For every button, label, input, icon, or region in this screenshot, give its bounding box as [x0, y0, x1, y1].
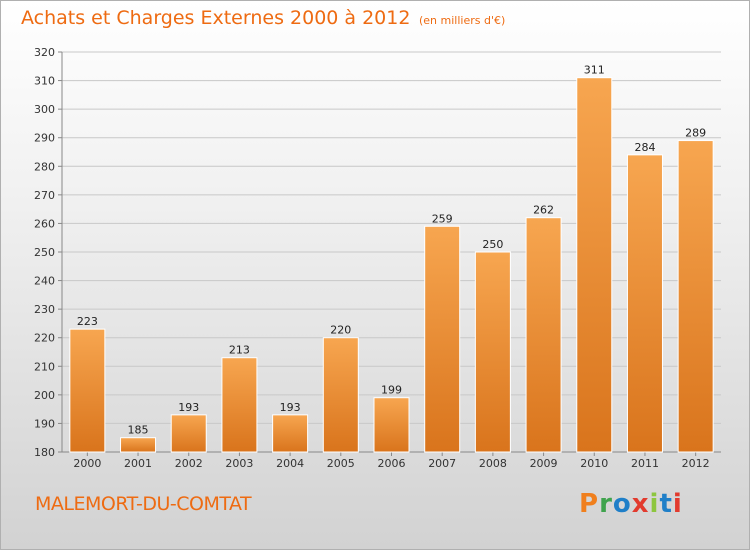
x-tick-label: 2000: [73, 457, 101, 470]
proxiti-logo[interactable]: Proxiti: [579, 489, 683, 519]
labels: 180 190 200 210 220 230 240 250 260 270 280 290 300 3…: [34, 46, 710, 470]
y-tick-label: 210: [34, 360, 55, 373]
x-tick-label: 2007: [428, 457, 456, 470]
bar-2003: [221, 357, 258, 453]
x-tick-label: 2010: [580, 457, 608, 470]
value-label: 311: [584, 64, 605, 77]
value-label: 223: [77, 315, 98, 328]
y-tick-label: 270: [34, 189, 55, 202]
logo-letter: i: [672, 489, 683, 519]
value-label: 262: [533, 204, 554, 217]
logo-letter: i: [649, 489, 660, 519]
x-tick-label: 2009: [530, 457, 558, 470]
bar-2002: [170, 414, 207, 453]
x-tick-label: 2002: [175, 457, 203, 470]
x-tick-label: 2006: [378, 457, 406, 470]
bar-2004: [272, 414, 309, 453]
x-tick-label: 2004: [276, 457, 304, 470]
y-tick-label: 260: [34, 217, 55, 230]
logo-letter: o: [612, 489, 632, 519]
bar-2012: [677, 140, 714, 453]
bar-2000: [69, 328, 106, 453]
chart-title: Achats et Charges Externes 2000 à 2012: [21, 7, 411, 29]
y-tick-label: 310: [34, 75, 55, 88]
bar-2001: [120, 437, 157, 453]
y-tick-label: 300: [34, 103, 55, 116]
bar-2007: [424, 225, 461, 453]
value-label: 193: [280, 401, 301, 414]
y-tick-label: 230: [34, 303, 55, 316]
y-tick-label: 320: [34, 46, 55, 59]
y-tick-label: 250: [34, 246, 55, 259]
value-label: 259: [432, 212, 453, 225]
bar-2008: [474, 251, 511, 453]
y-tick-label: 290: [34, 132, 55, 145]
value-label: 220: [330, 324, 351, 337]
y-tick-label: 200: [34, 389, 55, 402]
logo-letter: t: [659, 489, 673, 519]
bar-2011: [626, 154, 663, 453]
location-name: MALEMORT-DU-COMTAT: [35, 493, 252, 515]
y-tick-label: 190: [34, 417, 55, 430]
bar-2006: [373, 397, 410, 453]
logo-letter: P: [579, 489, 600, 519]
y-tick-label: 180: [34, 446, 55, 459]
value-label: 284: [634, 141, 655, 154]
x-tick-label: 2008: [479, 457, 507, 470]
x-tick-label: 2012: [682, 457, 710, 470]
value-label: 185: [128, 424, 149, 437]
bar-chart: 180 190 200 210 220 230 240 250 260 270 280 290 300 3…: [34, 46, 721, 470]
y-tick-label: 220: [34, 332, 55, 345]
value-label: 289: [685, 127, 706, 140]
chart-subtitle: (en milliers d'€): [419, 14, 506, 27]
value-label: 193: [178, 401, 199, 414]
y-tick-label: 280: [34, 160, 55, 173]
x-tick-label: 2005: [327, 457, 355, 470]
logo-letter: x: [631, 489, 650, 519]
value-label: 250: [482, 238, 503, 251]
x-tick-label: 2003: [225, 457, 253, 470]
y-tick-label: 240: [34, 275, 55, 288]
bars: [69, 77, 714, 453]
logo-letter: r: [599, 489, 613, 519]
value-label: 213: [229, 344, 250, 357]
x-tick-label: 2001: [124, 457, 152, 470]
x-tick-label: 2011: [631, 457, 659, 470]
bar-2009: [525, 217, 562, 453]
bar-2010: [576, 77, 613, 453]
value-label: 199: [381, 384, 402, 397]
bar-2005: [322, 337, 359, 453]
